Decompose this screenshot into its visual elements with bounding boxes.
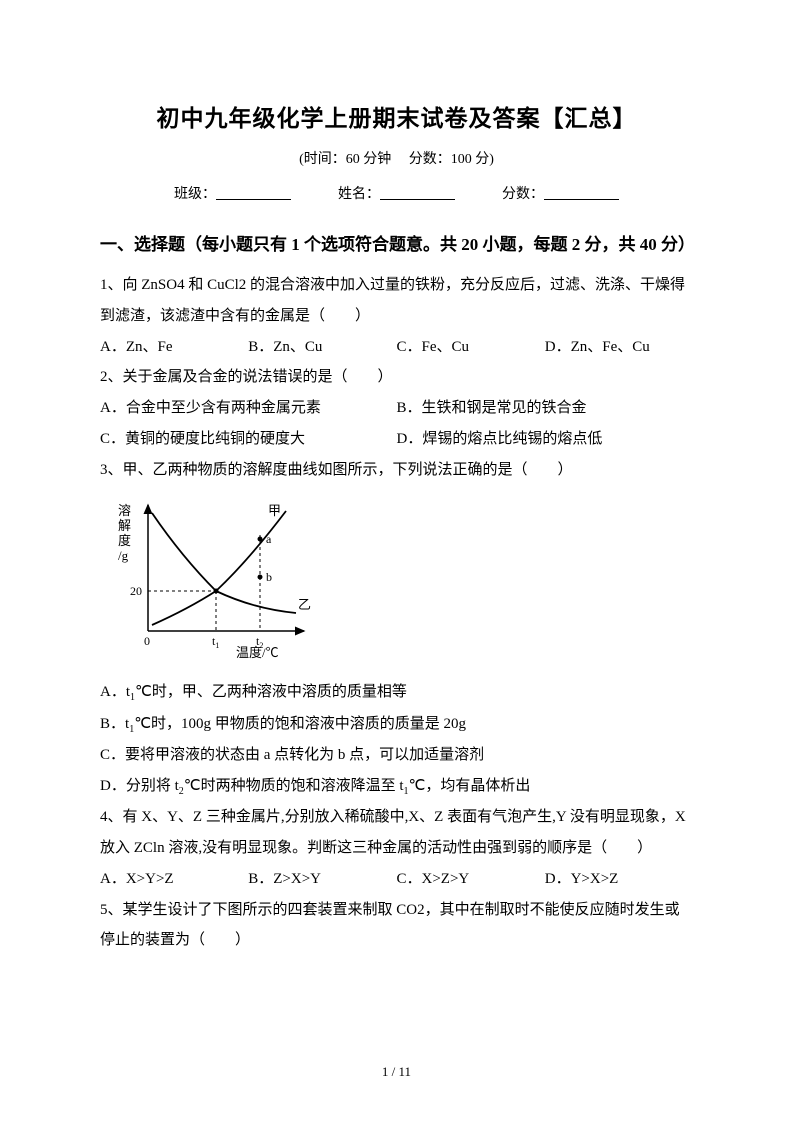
svg-text:a: a [266, 532, 272, 546]
q3-opt-b: B．t1℃时，100g 甲物质的饱和溶液中溶质的质量是 20g [100, 709, 693, 741]
svg-text:溶: 溶 [118, 503, 131, 518]
svg-text:甲: 甲 [268, 503, 281, 518]
svg-text:乙: 乙 [298, 597, 311, 612]
q2-opt-d: D．焊锡的熔点比纯锡的熔点低 [397, 424, 694, 455]
q3-opt-a: A．t1℃时，甲、乙两种溶液中溶质的质量相等 [100, 677, 693, 709]
q3-opt-d: D．分别将 t2℃时两种物质的饱和溶液降温至 t1℃，均有晶体析出 [100, 771, 693, 803]
svg-text:/g: /g [118, 548, 129, 563]
svg-text:解: 解 [118, 518, 131, 533]
svg-text:t2: t2 [256, 634, 263, 650]
q1-opt-c: C．Fe、Cu [397, 332, 545, 363]
class-label: 班级： [174, 187, 216, 202]
question-2: 2、关于金属及合金的说法错误的是（ ） [100, 362, 693, 393]
score-blank[interactable] [544, 186, 619, 200]
svg-text:0: 0 [144, 634, 150, 648]
q1-opt-b: B．Zn、Cu [248, 332, 396, 363]
question-3: 3、甲、乙两种物质的溶解度曲线如图所示，下列说法正确的是（ ） [100, 455, 693, 486]
class-blank[interactable] [216, 186, 291, 200]
question-1: 1、向 ZnSO4 和 CuCl2 的混合溶液中加入过量的铁粉，充分反应后，过滤… [100, 270, 693, 332]
name-blank[interactable] [380, 186, 455, 200]
q4-opt-d: D．Y>X>Z [545, 864, 693, 895]
q1-opt-a: A．Zn、Fe [100, 332, 248, 363]
svg-text:度: 度 [118, 533, 131, 548]
question-5: 5、某学生设计了下图所示的四套装置来制取 CO2，其中在制取时不能使反应随时发生… [100, 895, 693, 957]
svg-text:t1: t1 [212, 634, 219, 650]
question-4: 4、有 X、Y、Z 三种金属片,分别放入稀硫酸中,X、Z 表面有气泡产生,Y 没… [100, 802, 693, 864]
q2-opt-b: B．生铁和钢是常见的铁合金 [397, 393, 694, 424]
page-number: 1 / 11 [0, 1059, 793, 1086]
svg-text:20: 20 [130, 584, 142, 598]
section-1-heading: 一、选择题（每小题只有 1 个选项符合题意。共 20 小题，每题 2 分，共 4… [100, 224, 693, 267]
question-1-options: A．Zn、Fe B．Zn、Cu C．Fe、Cu D．Zn、Fe、Cu [100, 332, 693, 363]
q3-opt-c: C．要将甲溶液的状态由 a 点转化为 b 点，可以加适量溶剂 [100, 740, 693, 771]
exam-title: 初中九年级化学上册期末试卷及答案【汇总】 [100, 95, 693, 142]
q2-opt-a: A．合金中至少含有两种金属元素 [100, 393, 397, 424]
name-label: 姓名： [338, 187, 380, 202]
q1-opt-d: D．Zn、Fe、Cu [545, 332, 693, 363]
q4-opt-a: A．X>Y>Z [100, 864, 248, 895]
exam-subtitle: (时间：60 分钟 分数：100 分) [100, 146, 693, 175]
svg-text:b: b [266, 570, 272, 584]
q2-opt-c: C．黄铜的硬度比纯铜的硬度大 [100, 424, 397, 455]
solubility-chart: 溶解度/g温度/℃200t1t2甲乙ab [108, 491, 693, 673]
q4-opt-b: B．Z>X>Y [248, 864, 396, 895]
question-4-options: A．X>Y>Z B．Z>X>Y C．X>Z>Y D．Y>X>Z [100, 864, 693, 895]
student-info-line: 班级： 姓名： 分数： [100, 181, 693, 210]
q4-opt-c: C．X>Z>Y [397, 864, 545, 895]
score-label: 分数： [502, 187, 544, 202]
question-2-options: A．合金中至少含有两种金属元素 B．生铁和钢是常见的铁合金 C．黄铜的硬度比纯铜… [100, 393, 693, 455]
